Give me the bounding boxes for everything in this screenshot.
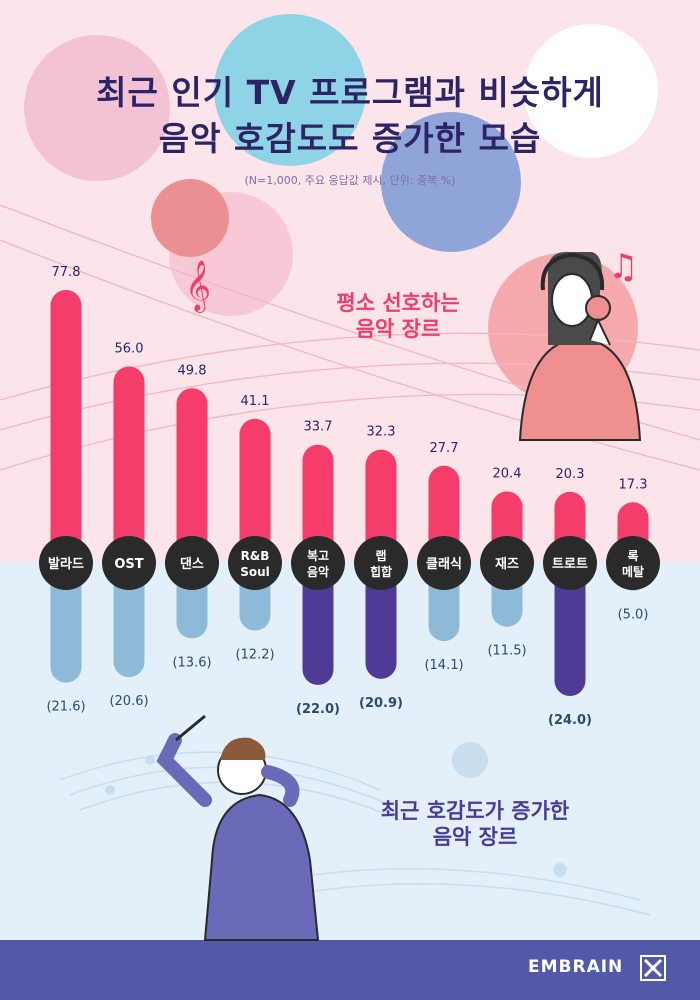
preferred-bar <box>302 444 334 563</box>
category-label-circle <box>606 536 660 590</box>
category-label: 클래식 <box>426 556 462 572</box>
preferred-bar <box>50 290 82 563</box>
preferred-callout-line-1: 평소 선호하는 <box>336 291 460 315</box>
preferred-value-label: 41.1 <box>241 394 270 409</box>
preferred-bar <box>365 449 397 563</box>
preferred-genre-callout: 평소 선호하는 음악 장르 <box>318 290 478 342</box>
category-label: OST <box>114 557 143 572</box>
subtitle: (N=1,000, 주요 응답값 제시, 단위: 중복 %) <box>244 174 456 187</box>
category-label-circle <box>543 536 597 590</box>
category-label-circle <box>165 536 219 590</box>
preferred-value-label: 20.3 <box>556 467 585 482</box>
increased-value-label: (20.6) <box>109 694 148 709</box>
brand-logo: EMBRAIN <box>528 957 624 977</box>
page-title: 최근 인기 TV 프로그램과 비슷하게 음악 호감도도 증가한 모습 <box>0 70 700 162</box>
preferred-value-label: 20.4 <box>493 466 522 481</box>
pink-circle <box>24 35 170 181</box>
preferred-value-label: 77.8 <box>52 265 81 280</box>
preferred-bar <box>176 388 208 563</box>
music-note-icon: ♫ <box>608 247 638 287</box>
footer-bar <box>0 940 700 1000</box>
category-label: 트로트 <box>552 557 588 572</box>
category-label-line-2: 메탈 <box>622 564 644 579</box>
increased-callout-line-2: 음악 장르 <box>432 825 518 849</box>
increased-value-label: (5.0) <box>618 608 649 623</box>
faint-notes <box>105 742 567 877</box>
category-label-line-1: 록 <box>627 548 638 563</box>
preferred-bar <box>239 418 271 563</box>
category-label-circle <box>228 536 282 590</box>
increased-value-label: (14.1) <box>424 658 463 673</box>
category-label: 발라드 <box>48 556 84 572</box>
category-label-line-1: 복고 <box>307 549 329 563</box>
increased-value-label: (22.0) <box>296 702 340 717</box>
increased-value-label: (11.5) <box>487 644 526 659</box>
preferred-value-label: 32.3 <box>367 425 396 440</box>
increased-value-label: (24.0) <box>548 713 592 728</box>
category-label-line-2: 음악 <box>307 564 329 579</box>
blue-circle <box>381 112 521 252</box>
preferred-value-label: 49.8 <box>178 363 207 378</box>
cyan-circle <box>214 14 366 166</box>
embrain-logo-icon <box>640 955 666 981</box>
increased-callout-line-1: 최근 호감도가 증가한 <box>380 799 570 823</box>
treble-clef-icon: 𝄞 <box>185 260 211 313</box>
category-label-line-2: Soul <box>240 565 270 579</box>
category-label: 댄스 <box>180 556 204 572</box>
preferred-value-label: 33.7 <box>304 420 333 435</box>
boy-illustration <box>156 714 320 941</box>
category-label-line-1: 랩 <box>375 549 386 563</box>
increased-value-label: (12.2) <box>235 648 274 663</box>
category-label-circle <box>291 536 345 590</box>
increased-value-label: (13.6) <box>172 655 211 670</box>
category-label-line-2: 힙합 <box>370 564 392 579</box>
category-label-circle <box>354 536 408 590</box>
salmon-circle <box>151 179 229 257</box>
white-circle <box>524 24 658 158</box>
category-label-circle <box>39 536 93 590</box>
girl-illustration <box>518 251 642 441</box>
category-label-circle <box>480 536 534 590</box>
increased-value-label: (21.6) <box>46 700 85 715</box>
increased-value-label: (20.9) <box>359 696 403 711</box>
preferred-callout-line-2: 음악 장르 <box>355 317 441 341</box>
preferred-value-label: 27.7 <box>430 441 459 456</box>
preferred-value-label: 17.3 <box>619 477 648 492</box>
category-label-circle <box>102 536 156 590</box>
preferred-bar <box>113 366 145 563</box>
category-label: 재즈 <box>495 557 519 572</box>
preferred-value-label: 56.0 <box>115 341 144 356</box>
category-label-circle <box>417 536 471 590</box>
title-line-2: 음악 호감도도 증가한 모습 <box>158 119 542 158</box>
category-label-line-1: R&B <box>241 549 270 563</box>
increased-genre-callout: 최근 호감도가 증가한 음악 장르 <box>355 798 595 850</box>
title-line-1: 최근 인기 TV 프로그램과 비슷하게 <box>96 73 604 112</box>
